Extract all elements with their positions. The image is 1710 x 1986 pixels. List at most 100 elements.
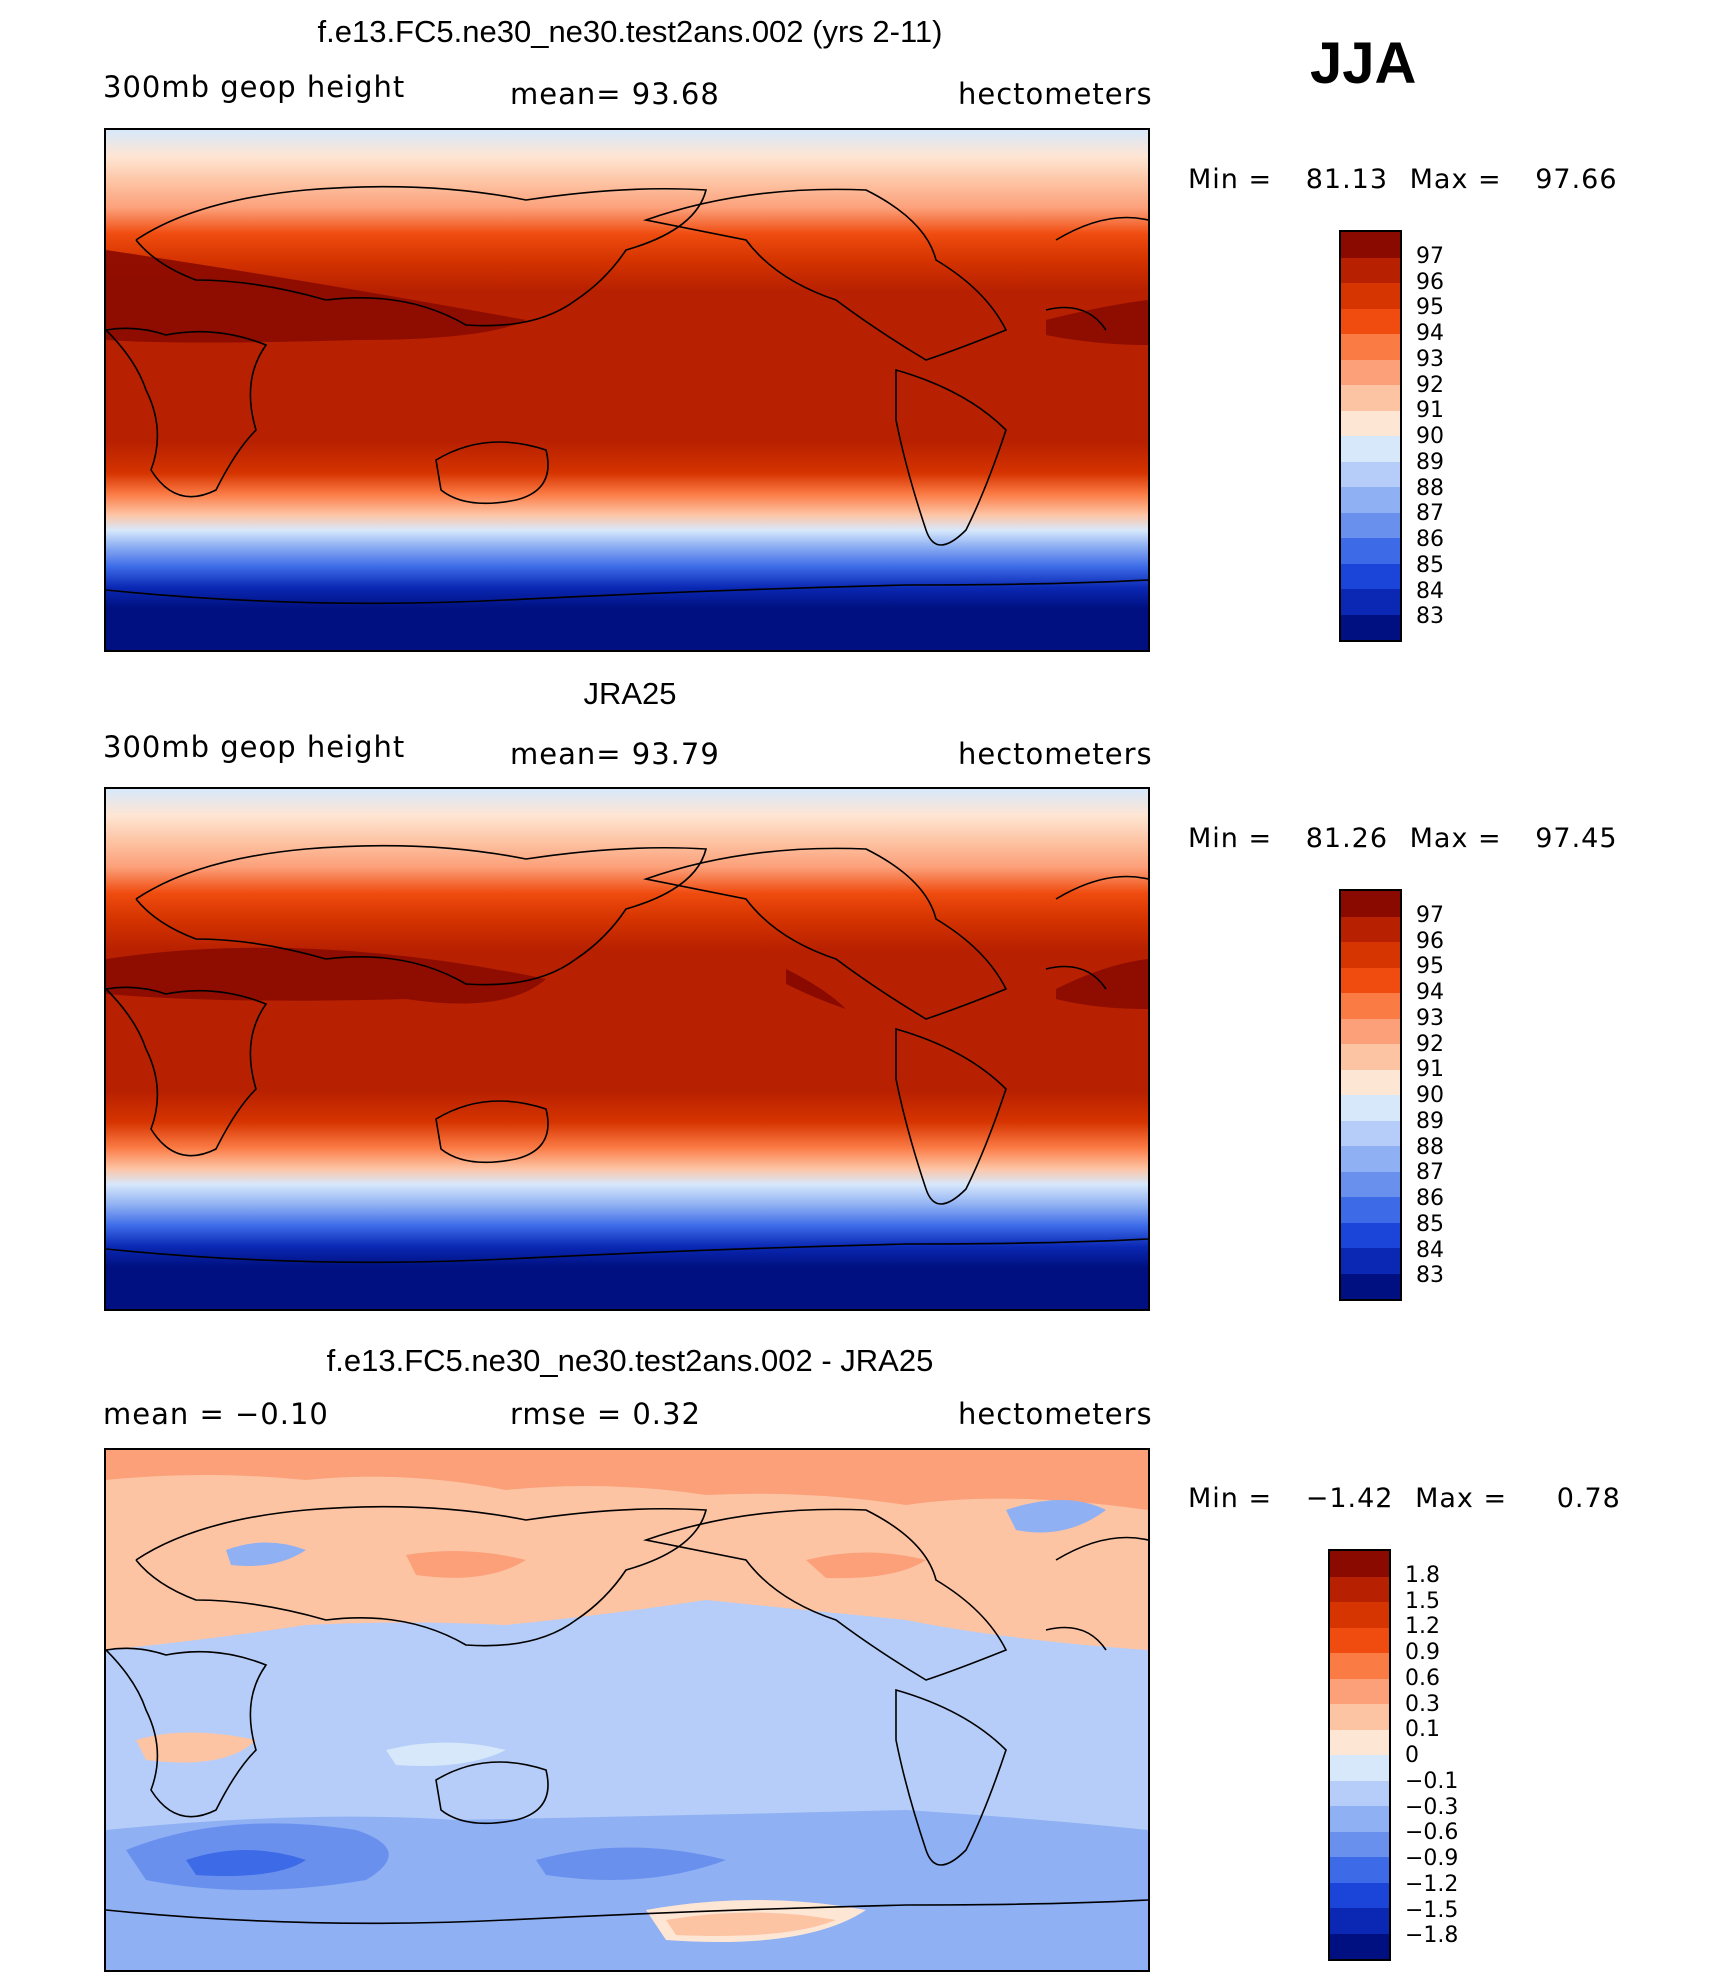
panel2-map (104, 787, 1150, 1311)
colorbar-tick-label: 83 (1416, 604, 1444, 630)
colorbar-box (1341, 1273, 1400, 1299)
colorbar-box (1341, 1146, 1400, 1173)
panel2-title: JRA25 (583, 676, 677, 711)
colorbar-box (1330, 1857, 1389, 1884)
colorbar-tick-label: 92 (1416, 372, 1444, 398)
colorbar-box (1341, 334, 1400, 361)
colorbar-tick-label: −1.5 (1405, 1897, 1459, 1923)
panel1-variable: 300mb geop height (103, 70, 406, 104)
colorbar-tick-label: 90 (1416, 424, 1444, 449)
colorbar-box (1341, 308, 1400, 335)
panel3-mean: mean = −0.10 (103, 1397, 329, 1431)
colorbar-tick-label: 91 (1416, 398, 1444, 424)
colorbar-box (1341, 563, 1400, 590)
colorbar-tick-label: 86 (1416, 527, 1444, 552)
colorbar-box (1341, 916, 1400, 943)
panel3-max-label: Max = (1415, 1483, 1508, 1514)
colorbar-tick-label: −1.8 (1405, 1923, 1459, 1949)
colorbar-box (1330, 1806, 1389, 1833)
colorbar-box (1341, 257, 1400, 284)
panel2-colorbar (1339, 889, 1402, 1301)
colorbar-box (1341, 538, 1400, 565)
panel1-mean: mean= 93.68 (510, 77, 720, 111)
colorbar-tick-label: 88 (1416, 1134, 1444, 1160)
colorbar-box (1330, 1780, 1389, 1807)
colorbar-box (1341, 359, 1400, 386)
colorbar-box (1341, 1069, 1400, 1096)
panel3-units: hectometers (958, 1397, 1153, 1431)
colorbar-tick-label: 83 (1416, 1263, 1444, 1289)
colorbar-box (1341, 232, 1400, 259)
colorbar-box (1341, 436, 1400, 463)
panel1-colorbar (1339, 230, 1402, 642)
colorbar-box (1341, 461, 1400, 488)
colorbar-tick-label: 84 (1416, 1237, 1444, 1263)
panel2-mean: mean= 93.79 (510, 737, 720, 771)
panel2-min-value: 81.26 (1305, 823, 1389, 854)
panel1-max-value: 97.66 (1535, 164, 1618, 195)
colorbar-tick-label: −0.1 (1405, 1768, 1459, 1794)
colorbar-tick-label: 0.3 (1405, 1691, 1440, 1717)
colorbar-box (1330, 1551, 1389, 1578)
panel1-max-label: Max = (1409, 164, 1502, 195)
colorbar-box (1330, 1627, 1389, 1654)
panel1-map (104, 128, 1150, 652)
colorbar-box (1330, 1908, 1389, 1935)
colorbar-tick-label: 1.2 (1405, 1614, 1440, 1640)
colorbar-tick-label: 1.5 (1405, 1588, 1440, 1614)
panel1-min-label: Min = (1188, 164, 1273, 195)
colorbar-tick-label: 89 (1416, 1108, 1444, 1134)
panel2-variable: 300mb geop height (103, 730, 406, 764)
colorbar-box (1341, 385, 1400, 412)
colorbar-box (1341, 1171, 1400, 1198)
colorbar-box (1341, 967, 1400, 994)
colorbar-tick-label: 1.8 (1405, 1562, 1440, 1588)
panel2-units: hectometers (958, 737, 1153, 771)
colorbar-tick-label: 94 (1416, 980, 1444, 1005)
colorbar-tick-label: −1.2 (1405, 1871, 1459, 1897)
panel3-max-value: 0.78 (1556, 1483, 1621, 1514)
colorbar-box (1330, 1755, 1389, 1782)
panel2-max-label: Max = (1409, 823, 1502, 854)
colorbar-tick-label: 91 (1416, 1057, 1444, 1083)
colorbar-box (1341, 1018, 1400, 1045)
panel3-rmse: rmse = 0.32 (510, 1397, 701, 1431)
colorbar-box (1341, 410, 1400, 437)
colorbar-tick-label: 90 (1416, 1083, 1444, 1108)
panel1-units: hectometers (958, 77, 1153, 111)
colorbar-tick-label: 86 (1416, 1186, 1444, 1211)
colorbar-tick-label: 95 (1416, 295, 1444, 321)
colorbar-tick-label: 0.9 (1405, 1640, 1440, 1665)
colorbar-box (1341, 1120, 1400, 1147)
colorbar-tick-label: 96 (1416, 269, 1444, 295)
colorbar-box (1341, 891, 1400, 918)
panel3-title: f.e13.FC5.ne30_ne30.test2ans.002 - JRA25 (326, 1343, 934, 1378)
colorbar-box (1330, 1933, 1389, 1959)
colorbar-tick-label: 85 (1416, 1211, 1444, 1237)
colorbar-tick-label: 89 (1416, 449, 1444, 475)
colorbar-box (1341, 512, 1400, 539)
colorbar-tick-label: 97 (1416, 902, 1444, 928)
colorbar-tick-label: 87 (1416, 1160, 1444, 1186)
panel2-max-value: 97.45 (1535, 823, 1618, 854)
colorbar-box (1341, 1197, 1400, 1224)
colorbar-box (1330, 1678, 1389, 1705)
colorbar-box (1341, 487, 1400, 514)
colorbar-tick-label: −0.6 (1405, 1820, 1459, 1846)
colorbar-box (1341, 993, 1400, 1020)
colorbar-tick-label: 87 (1416, 501, 1444, 527)
panel1-min-value: 81.13 (1305, 164, 1389, 195)
panel3-map (104, 1448, 1150, 1972)
panel1-title: f.e13.FC5.ne30_ne30.test2ans.002 (yrs 2-… (317, 14, 943, 49)
colorbar-box (1341, 589, 1400, 616)
colorbar-box (1330, 1576, 1389, 1603)
colorbar-box (1330, 1653, 1389, 1680)
colorbar-tick-label: 88 (1416, 475, 1444, 501)
colorbar-box (1330, 1831, 1389, 1858)
season-label: JJA (1310, 31, 1417, 96)
colorbar-tick-label: 0 (1405, 1743, 1419, 1768)
colorbar-tick-label: 96 (1416, 928, 1444, 954)
colorbar-tick-label: 94 (1416, 321, 1444, 346)
colorbar-tick-label: 92 (1416, 1031, 1444, 1057)
colorbar-box (1341, 1044, 1400, 1071)
